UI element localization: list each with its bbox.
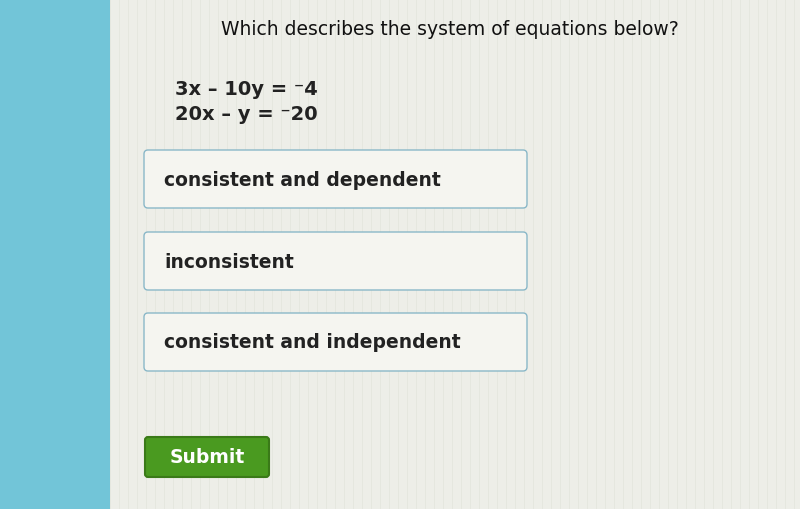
FancyBboxPatch shape bbox=[144, 151, 527, 209]
FancyBboxPatch shape bbox=[145, 437, 269, 477]
FancyBboxPatch shape bbox=[144, 314, 527, 371]
Text: 3x – 10y = ⁻4: 3x – 10y = ⁻4 bbox=[175, 80, 318, 99]
Text: 20x – y = ⁻20: 20x – y = ⁻20 bbox=[175, 105, 318, 124]
Text: inconsistent: inconsistent bbox=[164, 252, 294, 271]
Text: consistent and independent: consistent and independent bbox=[164, 333, 461, 352]
Text: consistent and dependent: consistent and dependent bbox=[164, 170, 441, 189]
FancyBboxPatch shape bbox=[0, 0, 110, 509]
FancyBboxPatch shape bbox=[110, 0, 800, 509]
FancyBboxPatch shape bbox=[144, 233, 527, 291]
Text: Which describes the system of equations below?: Which describes the system of equations … bbox=[221, 20, 679, 39]
Text: Submit: Submit bbox=[170, 447, 245, 467]
